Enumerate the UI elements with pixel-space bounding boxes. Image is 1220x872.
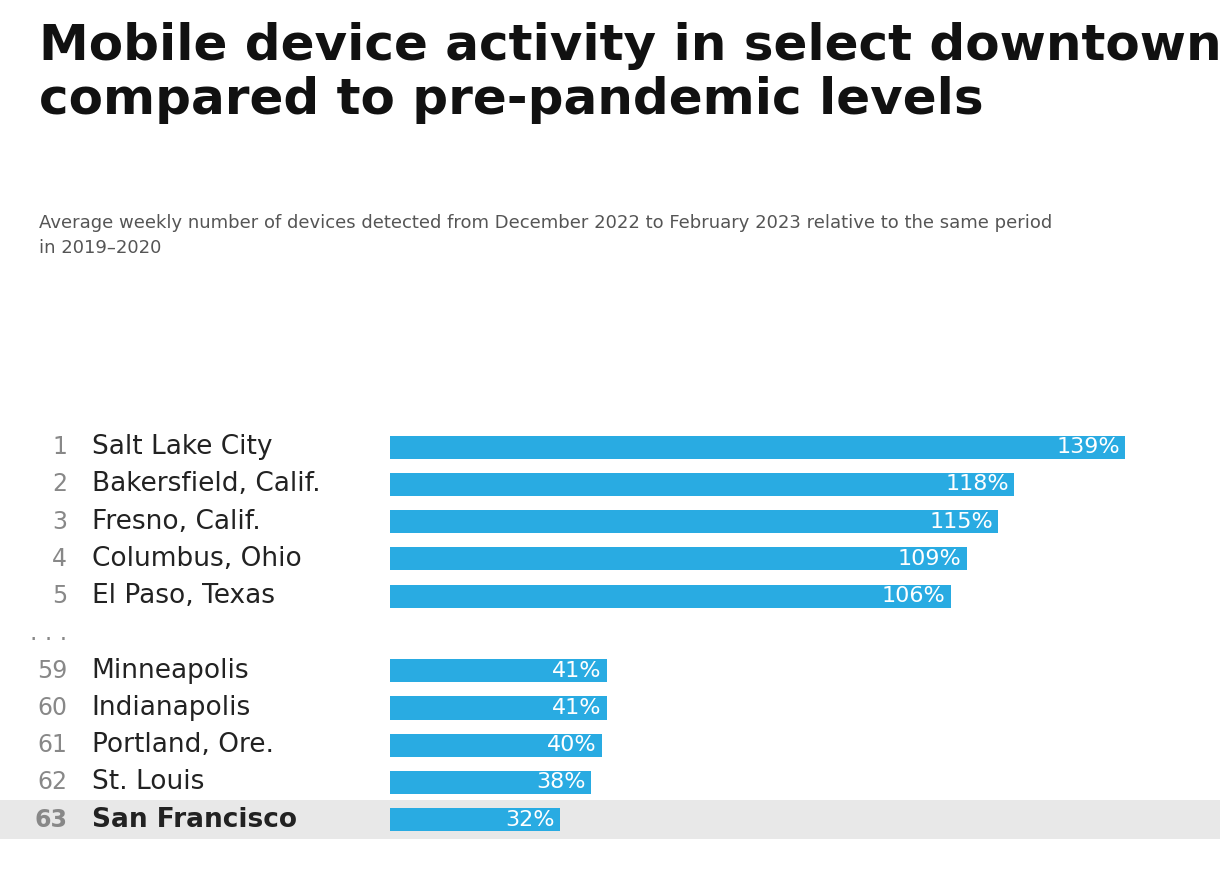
Bar	[390, 697, 608, 719]
Text: 32%: 32%	[505, 810, 554, 830]
Text: 2: 2	[52, 473, 67, 496]
Text: Mobile device activity in select downtown areas
compared to pre-pandemic levels: Mobile device activity in select downtow…	[39, 22, 1220, 124]
Text: 60: 60	[37, 696, 67, 720]
Text: 118%: 118%	[946, 474, 1009, 494]
Text: 38%: 38%	[537, 773, 586, 793]
Bar	[390, 510, 998, 533]
Text: 62: 62	[37, 771, 67, 794]
Text: St. Louis: St. Louis	[92, 769, 204, 795]
Bar	[390, 733, 601, 757]
Text: Bakersfield, Calif.: Bakersfield, Calif.	[92, 472, 320, 497]
Text: Average weekly number of devices detected from December 2022 to February 2023 re: Average weekly number of devices detecte…	[39, 214, 1053, 256]
Text: . . .: . . .	[30, 622, 67, 645]
Text: 115%: 115%	[930, 512, 993, 532]
Text: San Francisco: San Francisco	[92, 807, 296, 833]
Text: Salt Lake City: Salt Lake City	[92, 434, 272, 460]
Bar	[390, 659, 608, 682]
Text: 40%: 40%	[547, 735, 597, 755]
Text: 4: 4	[52, 547, 67, 571]
Text: 106%: 106%	[882, 586, 946, 606]
Bar	[390, 584, 950, 608]
Bar	[390, 435, 1125, 459]
Text: 3: 3	[52, 509, 67, 534]
Text: 63: 63	[34, 807, 67, 832]
Text: 41%: 41%	[553, 698, 601, 718]
Text: 139%: 139%	[1057, 437, 1120, 457]
Text: Indianapolis: Indianapolis	[92, 695, 251, 721]
Bar	[390, 548, 966, 570]
Text: Fresno, Calif.: Fresno, Calif.	[92, 508, 260, 535]
Bar	[390, 473, 1014, 496]
Text: 41%: 41%	[553, 661, 601, 681]
Text: 61: 61	[38, 733, 67, 757]
Text: 1: 1	[52, 435, 67, 459]
Text: Portland, Ore.: Portland, Ore.	[92, 732, 273, 759]
Text: 59: 59	[37, 658, 67, 683]
Text: Columbus, Ohio: Columbus, Ohio	[92, 546, 301, 572]
Bar	[390, 808, 560, 831]
Text: 5: 5	[51, 584, 67, 608]
Text: Minneapolis: Minneapolis	[92, 657, 249, 684]
Text: El Paso, Texas: El Paso, Texas	[92, 583, 274, 610]
Text: 109%: 109%	[898, 548, 961, 569]
Bar	[390, 771, 592, 794]
